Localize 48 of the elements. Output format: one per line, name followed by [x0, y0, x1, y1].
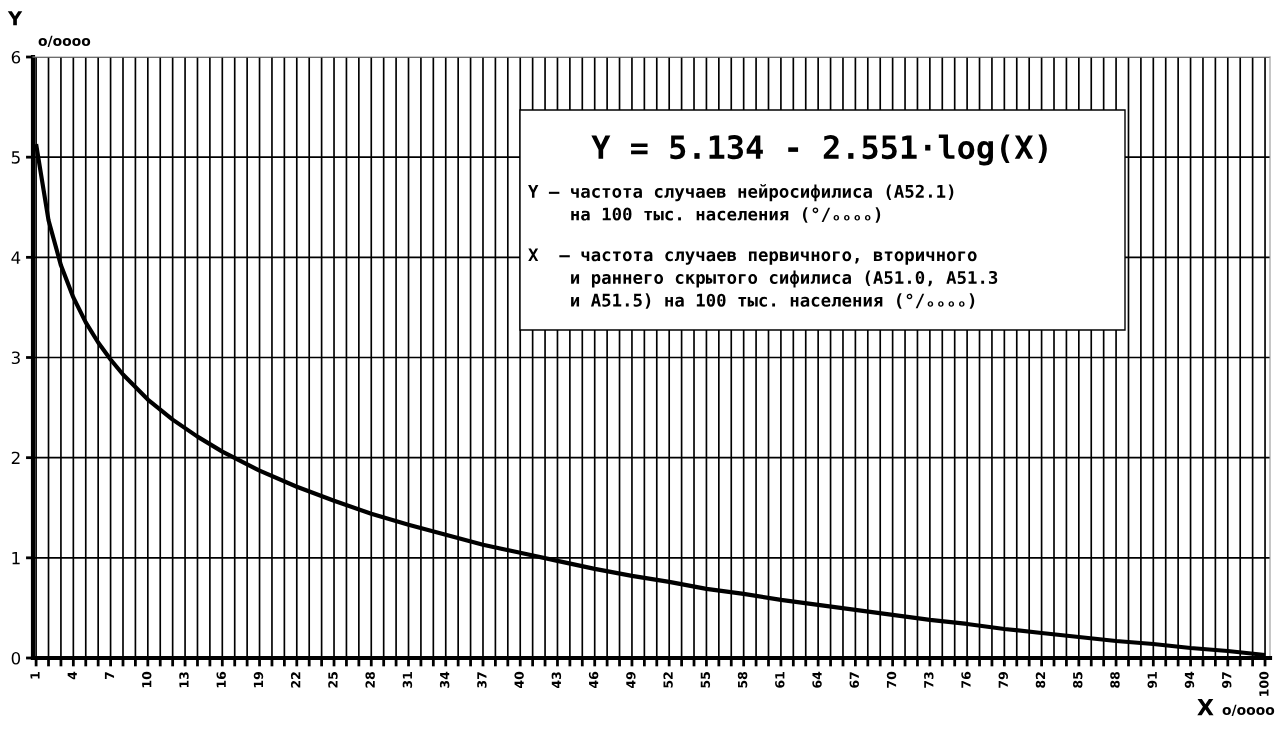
x-tick-label: 49: [626, 671, 636, 689]
x-tick-label: 82: [1035, 672, 1046, 688]
x-axis-title: X: [1197, 698, 1214, 716]
x-tick-label: 19: [253, 671, 264, 688]
x-tick-label: 22: [290, 672, 301, 688]
x-tick-label: 85: [1073, 672, 1083, 688]
x-tick-label: 13: [179, 672, 189, 688]
x-tick-label: 52: [663, 672, 673, 688]
x-tick-label: 73: [924, 672, 934, 688]
x-tick-label: 70: [886, 671, 897, 688]
y-tick-label: 4: [11, 251, 21, 264]
text: o/oooo: [1222, 704, 1275, 717]
x-tick-label: 25: [328, 672, 338, 688]
x-tick-label: 55: [700, 672, 711, 688]
y-tick-label: 5: [11, 151, 20, 164]
x-tick-label: 88: [1110, 671, 1120, 688]
x-tick-label: 16: [216, 671, 226, 688]
annotation: Y = 5.134 - 2.551·log(X): [591, 134, 1047, 166]
x-tick-label: 91: [1147, 672, 1157, 688]
x-tick-label: 46: [588, 671, 599, 689]
annotation: Y – частота случаев нейросифилиса (А52.1) на 100 тыс. населения (°/ₒₒₒₒ): [528, 184, 954, 223]
x-tick-label: 76: [961, 671, 971, 688]
x-tick-label: 1: [30, 672, 40, 679]
y-tick-label: 2: [11, 451, 20, 464]
y-tick-label: 6: [11, 50, 21, 64]
x-tick-label: 31: [402, 672, 413, 688]
x-tick-label: 28: [365, 671, 375, 688]
x-tick-label: 64: [812, 671, 822, 688]
y-tick-label: 3: [11, 351, 20, 365]
x-tick-label: 94: [1184, 671, 1195, 688]
annotation: X – частота случаев первичного, вторичного и раннего скрытого сифилиса (А51.0, А51.3 и А51.5) на 100 тыс. населения (°/ₒₒₒₒ): [528, 248, 998, 309]
x-tick-label: 7: [104, 672, 115, 680]
x-tick-label: 40: [514, 671, 524, 689]
x-tick-label: 10: [142, 671, 152, 688]
x-tick-label: 4: [67, 671, 77, 680]
y-tick-label: 1: [12, 552, 20, 565]
x-tick-label: 79: [998, 671, 1008, 688]
x-tick-label: 37: [477, 672, 487, 688]
x-tick-label: 67: [849, 672, 860, 688]
x-tick-label: 100: [1259, 671, 1269, 696]
text: o/oooo: [38, 35, 91, 48]
x-tick-label: 34: [439, 671, 450, 688]
y-axis-title: Y: [7, 11, 23, 26]
x-tick-label: 61: [775, 672, 785, 688]
y-tick-label: 0: [11, 651, 21, 665]
x-tick-label: 43: [551, 672, 562, 689]
x-tick-label: 97: [1221, 672, 1232, 688]
x-tick-label: 58: [737, 671, 748, 688]
